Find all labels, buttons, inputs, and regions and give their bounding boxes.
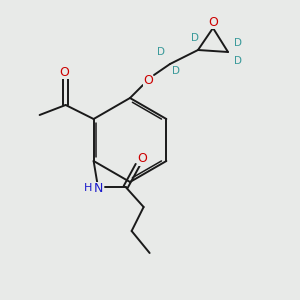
Text: D: D [172, 66, 180, 76]
Text: D: D [234, 56, 242, 66]
Text: O: O [138, 152, 148, 166]
Text: O: O [208, 16, 218, 28]
Text: D: D [191, 33, 199, 43]
Text: N: N [94, 182, 103, 194]
Text: O: O [60, 65, 70, 79]
Text: H: H [83, 183, 92, 193]
Text: D: D [234, 38, 242, 48]
Text: O: O [143, 74, 153, 86]
Text: D: D [157, 47, 165, 57]
